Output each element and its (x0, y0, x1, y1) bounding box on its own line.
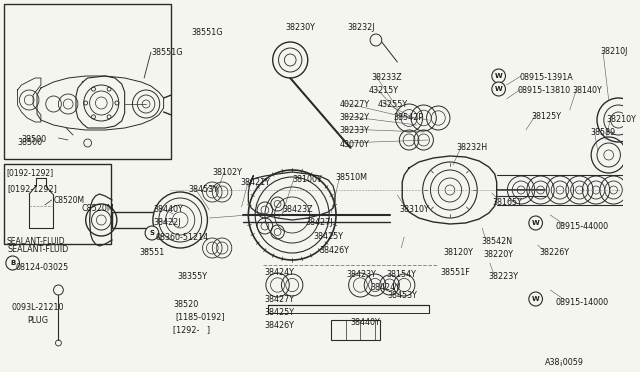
Text: 38220Y: 38220Y (483, 250, 513, 259)
Text: 38424Y: 38424Y (370, 283, 400, 292)
Text: 08124-03025: 08124-03025 (15, 263, 69, 272)
Text: 38210J: 38210J (601, 47, 628, 56)
Text: B: B (10, 260, 15, 266)
Text: 38440Y: 38440Y (154, 205, 184, 214)
Text: 38223Y: 38223Y (489, 272, 519, 281)
Text: [1292-   ]: [1292- ] (173, 325, 211, 334)
Text: 38510M: 38510M (335, 173, 367, 182)
Text: 38230Y: 38230Y (285, 23, 316, 32)
Text: 38102Y: 38102Y (212, 168, 242, 177)
Text: 38154Y: 38154Y (387, 270, 417, 279)
Text: 38100Y: 38100Y (292, 175, 322, 184)
Circle shape (529, 216, 543, 230)
Text: 38423Z: 38423Z (282, 205, 313, 214)
Text: W: W (495, 73, 502, 79)
Circle shape (6, 256, 19, 270)
Text: PLUG: PLUG (28, 316, 48, 325)
Text: 38426Y: 38426Y (319, 246, 349, 255)
Text: 08360-51214: 08360-51214 (156, 233, 209, 242)
Text: 38425Y: 38425Y (314, 232, 344, 241)
Text: 08915-13810: 08915-13810 (517, 86, 570, 95)
Text: 08915-44000: 08915-44000 (555, 222, 608, 231)
Text: C8520M: C8520M (54, 196, 84, 205)
Text: 38520: 38520 (173, 300, 198, 309)
Text: W: W (495, 86, 502, 92)
Text: S: S (149, 230, 154, 236)
Text: 38421Y: 38421Y (241, 178, 271, 187)
Text: W: W (532, 296, 540, 302)
Text: W: W (532, 220, 540, 226)
Text: 38453Y: 38453Y (388, 291, 417, 300)
Text: 38120Y: 38120Y (443, 248, 473, 257)
Text: 38125Y: 38125Y (532, 112, 562, 121)
Text: 38542N: 38542N (481, 237, 512, 246)
Text: 38355Y: 38355Y (177, 272, 207, 281)
Text: 38542P: 38542P (394, 113, 424, 122)
Text: 0093L-21210: 0093L-21210 (12, 303, 64, 312)
Text: 38453Y: 38453Y (188, 185, 218, 194)
Circle shape (492, 82, 506, 96)
Text: 08915-14000: 08915-14000 (555, 298, 608, 307)
Text: C8520M: C8520M (82, 204, 115, 213)
Text: 38425Y: 38425Y (265, 308, 295, 317)
Text: 38165Y: 38165Y (493, 198, 523, 207)
Text: 38310Y: 38310Y (399, 205, 429, 214)
Text: 38232J: 38232J (348, 23, 375, 32)
Bar (331, 320, 380, 340)
Text: [1185-0192]: [1185-0192] (175, 312, 225, 321)
Circle shape (145, 226, 159, 240)
Text: 38210Y: 38210Y (607, 115, 637, 124)
Bar (4, 4, 172, 159)
Text: SEALANT-FLUID: SEALANT-FLUID (8, 245, 69, 254)
Circle shape (529, 292, 543, 306)
Text: 38427J: 38427J (306, 218, 333, 227)
Text: 38551: 38551 (140, 248, 164, 257)
Text: 38589: 38589 (590, 128, 616, 137)
Text: 38500: 38500 (17, 138, 43, 147)
Text: 38426Y: 38426Y (265, 321, 295, 330)
Text: 38551G: 38551G (151, 48, 182, 57)
Text: 43070Y: 43070Y (340, 140, 370, 149)
Text: 38226Y: 38226Y (540, 248, 570, 257)
Text: 40227Y: 40227Y (340, 100, 370, 109)
Text: 43215Y: 43215Y (368, 86, 398, 95)
Text: SEALANT-FLUID: SEALANT-FLUID (7, 237, 65, 246)
Text: 08915-1391A: 08915-1391A (519, 73, 573, 82)
Text: 38551F: 38551F (440, 268, 470, 277)
Text: 38232H: 38232H (457, 143, 488, 152)
Text: [0192-1292]: [0192-1292] (7, 168, 54, 177)
Text: 38232Y: 38232Y (340, 113, 370, 122)
Text: 38140Y: 38140Y (573, 86, 602, 95)
Text: A38¡0059: A38¡0059 (545, 358, 584, 367)
Text: 38551G: 38551G (192, 28, 223, 37)
Text: 43255Y: 43255Y (378, 100, 408, 109)
Circle shape (492, 69, 506, 83)
Text: 38422J: 38422J (154, 218, 181, 227)
Text: 38233Y: 38233Y (340, 126, 370, 135)
Text: 38427Y: 38427Y (265, 295, 295, 304)
Text: 38440Y: 38440Y (351, 318, 380, 327)
Text: 38424Y: 38424Y (265, 268, 295, 277)
Bar (4, 164, 111, 244)
Text: [0192-1292]: [0192-1292] (8, 184, 58, 193)
Text: 38233Z: 38233Z (371, 73, 402, 82)
Text: 38500: 38500 (21, 135, 47, 144)
Text: 38423Y: 38423Y (347, 270, 376, 279)
